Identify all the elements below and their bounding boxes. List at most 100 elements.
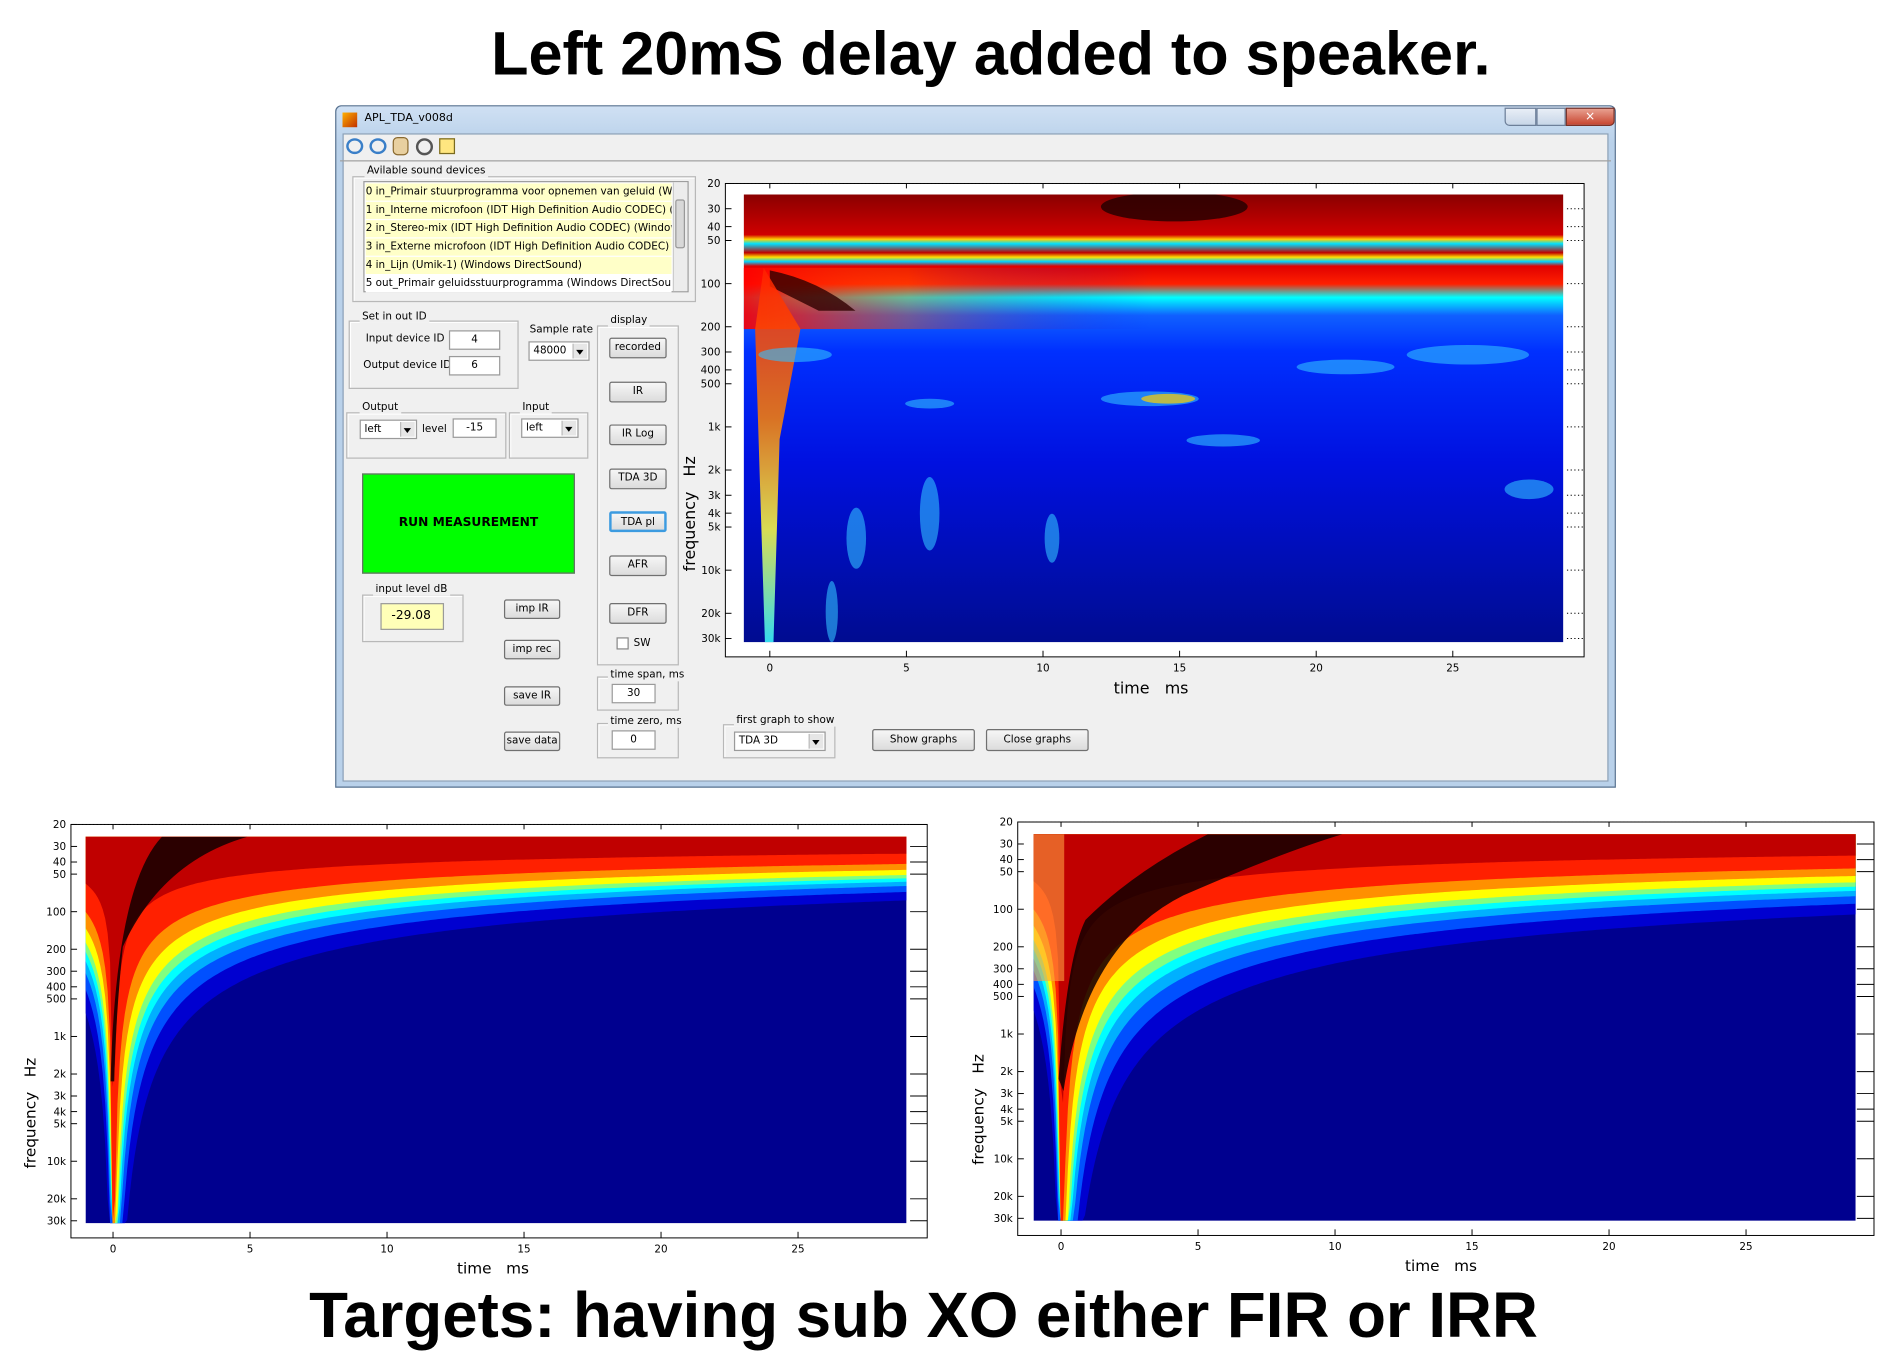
heatmap-band bbox=[1033, 834, 1856, 1221]
display-button[interactable]: IR bbox=[609, 381, 667, 403]
datacursor-tool[interactable] bbox=[439, 138, 456, 155]
heatmap-band bbox=[85, 836, 907, 1224]
y-tick-label: 2k bbox=[1000, 1066, 1013, 1078]
y-axis-label: frequency Hz bbox=[21, 1058, 39, 1169]
y-tick-label: 50 bbox=[1000, 866, 1013, 878]
device-item[interactable]: 4 in_Lijn (Umik-1) (Windows DirectSound) bbox=[365, 256, 672, 275]
action-button[interactable]: save data bbox=[503, 731, 561, 752]
plot: 203040501002003004005001k2k3k4k5k10k20k3… bbox=[969, 817, 1875, 1275]
heatmap-band bbox=[85, 836, 907, 1224]
time-span-label: time span, ms bbox=[607, 669, 687, 682]
sw-checkbox[interactable] bbox=[616, 637, 629, 650]
y-tick-label: 5k bbox=[1000, 1116, 1013, 1128]
display-button[interactable]: TDA pl bbox=[609, 511, 667, 533]
output-select[interactable]: left bbox=[359, 419, 418, 440]
x-tick-label: 15 bbox=[517, 1244, 530, 1256]
time-zero-field[interactable]: 0 bbox=[611, 730, 656, 750]
first-graph-label: first graph to show bbox=[733, 714, 837, 727]
sample-rate-label: Sample rate bbox=[529, 324, 594, 337]
display-button[interactable]: AFR bbox=[609, 555, 667, 577]
x-tick-label: 5 bbox=[247, 1244, 254, 1256]
show-graphs-button[interactable]: Show graphs bbox=[872, 729, 975, 752]
action-button[interactable]: save IR bbox=[503, 686, 561, 706]
plot-frame bbox=[70, 823, 928, 1239]
y-tick-label: 4k bbox=[53, 1106, 66, 1118]
zoom-in-tool[interactable] bbox=[346, 138, 364, 155]
display-button[interactable]: recorded bbox=[609, 337, 667, 359]
x-tick-label: 10 bbox=[1328, 1241, 1341, 1253]
y-tick-label: 3k bbox=[53, 1091, 66, 1103]
y-tick-label: 30k bbox=[994, 1213, 1013, 1225]
x-tick-label: 20 bbox=[654, 1244, 667, 1256]
heatmap-band bbox=[85, 836, 907, 1224]
zoom-out-tool[interactable] bbox=[369, 138, 387, 155]
device-item[interactable]: 1 in_Interne microfoon (IDT High Definit… bbox=[365, 201, 672, 219]
display-button[interactable]: TDA 3D bbox=[609, 468, 667, 490]
x-tick-label: 25 bbox=[791, 1244, 804, 1256]
output-device-field[interactable]: 6 bbox=[448, 355, 501, 376]
y-tick-label: 20k bbox=[994, 1191, 1013, 1203]
y-tick-label: 30 bbox=[1000, 839, 1013, 851]
heatmap bbox=[1033, 834, 1856, 1221]
y-tick-label: 100 bbox=[46, 906, 66, 918]
x-tick-label: 15 bbox=[1465, 1241, 1478, 1253]
window-title: APL_TDA_v008d bbox=[364, 112, 453, 125]
y-tick-label: 100 bbox=[993, 904, 1013, 916]
input-select[interactable]: left bbox=[521, 418, 579, 438]
sample-rate-value: 48000 bbox=[533, 344, 567, 358]
close-button[interactable]: × bbox=[1565, 107, 1615, 126]
y-tick-label: 200 bbox=[993, 941, 1013, 953]
run-measurement-button[interactable]: RUN MEASUREMENT bbox=[362, 473, 575, 574]
heatmap-band bbox=[1033, 834, 1856, 1221]
y-tick-label: 20 bbox=[1000, 817, 1013, 829]
x-axis-label: time ms bbox=[1405, 1257, 1477, 1275]
input-label: Input bbox=[519, 401, 552, 414]
footer-caption: Targets: having sub XO either FIR or IRR bbox=[309, 1280, 1538, 1352]
x-tick-label: 10 bbox=[380, 1244, 393, 1256]
heatmap-dark bbox=[1058, 834, 1343, 1092]
scroll-thumb[interactable] bbox=[675, 199, 686, 249]
heatmap-band bbox=[1033, 834, 1856, 1221]
device-item[interactable]: 5 out_Primair geluidsstuurprogramma (Win… bbox=[365, 275, 672, 293]
input-device-label: Input device ID bbox=[365, 332, 445, 345]
action-button[interactable]: imp IR bbox=[503, 599, 561, 619]
y-tick-label: 1k bbox=[1000, 1029, 1013, 1041]
device-item[interactable]: 3 in_Externe microfoon (IDT High Definit… bbox=[365, 238, 672, 256]
maximize-button[interactable] bbox=[1536, 107, 1566, 126]
time-span-field[interactable]: 30 bbox=[611, 683, 656, 704]
heatmap-dark bbox=[110, 836, 248, 1082]
output-label: Output bbox=[359, 401, 401, 414]
heatmap-band bbox=[85, 836, 907, 1087]
x-tick-label: 5 bbox=[1195, 1241, 1202, 1253]
display-button[interactable]: DFR bbox=[609, 603, 667, 624]
heatmap-band bbox=[85, 836, 907, 1224]
heatmap-band bbox=[85, 836, 907, 1224]
y-tick-label: 40 bbox=[1000, 854, 1013, 866]
pan-tool[interactable] bbox=[392, 137, 409, 156]
devices-group bbox=[352, 176, 697, 303]
heatmap-band bbox=[1033, 834, 1856, 1221]
input-device-field[interactable]: 4 bbox=[448, 330, 501, 350]
plot: 203040501002003004005001k2k3k4k5k10k20k3… bbox=[21, 819, 928, 1277]
first-graph-select[interactable]: TDA 3D bbox=[733, 731, 826, 752]
y-tick-label: 1k bbox=[53, 1031, 66, 1043]
display-button[interactable]: IR Log bbox=[609, 424, 667, 446]
first-graph-value: TDA 3D bbox=[738, 735, 779, 748]
sw-label: SW bbox=[633, 637, 651, 650]
heatmap-band bbox=[1033, 834, 1856, 1221]
y-tick-label: 200 bbox=[46, 944, 66, 956]
close-graphs-button[interactable]: Close graphs bbox=[985, 729, 1089, 752]
device-item[interactable]: 0 in_Primair stuurprogramma voor opnemen… bbox=[365, 183, 672, 201]
heatmap bbox=[85, 836, 907, 1224]
rotate-tool[interactable] bbox=[415, 138, 434, 156]
sample-rate-select[interactable]: 48000 bbox=[528, 341, 590, 361]
y-tick-label: 2k bbox=[53, 1069, 66, 1081]
level-field[interactable]: -15 bbox=[452, 418, 497, 438]
heatmap-band bbox=[1033, 834, 1856, 1221]
set-io-group bbox=[348, 320, 519, 389]
action-button[interactable]: imp rec bbox=[503, 639, 561, 660]
device-item[interactable]: 2 in_Stereo-mix (IDT High Definition Aud… bbox=[365, 220, 672, 238]
minimize-button[interactable] bbox=[1504, 107, 1537, 126]
y-tick-label: 40 bbox=[53, 857, 66, 869]
